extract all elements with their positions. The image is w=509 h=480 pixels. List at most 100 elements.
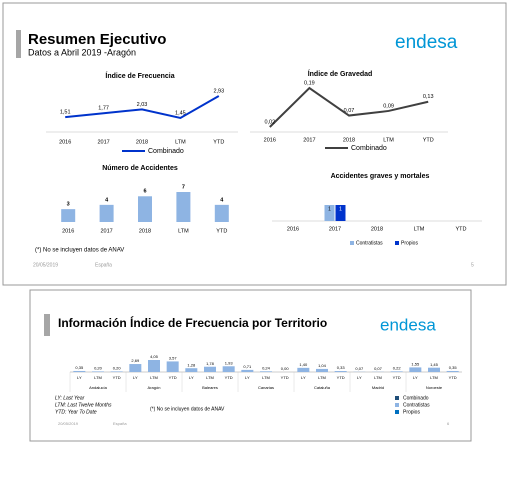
data-label: 1,93 — [225, 360, 234, 365]
bar — [334, 371, 347, 372]
x-tick-label: 2018 — [139, 228, 151, 234]
data-label: 3,57 — [169, 355, 178, 360]
data-label: 1,78 — [206, 361, 215, 366]
data-label: 1 — [328, 206, 331, 212]
bar — [222, 366, 235, 372]
bar — [110, 371, 123, 372]
legend-swatch — [395, 410, 399, 414]
legend-note: LY: Last Year — [55, 395, 85, 401]
bar — [214, 204, 229, 222]
x-tick-label: 2017 — [303, 137, 315, 143]
legend-label: Combinado — [351, 145, 387, 152]
x-tick-label: 2018 — [136, 139, 148, 145]
x-tick-label: LTM — [430, 375, 438, 380]
data-label: 0,07 — [374, 366, 383, 371]
note: (*) No se incluyen datos de ANAV — [150, 406, 225, 412]
group-label: Canarias — [258, 385, 274, 390]
data-label: 2,03 — [137, 102, 148, 108]
chart-title: Índice de Frecuencia — [105, 71, 174, 80]
footer-country: España — [95, 262, 112, 268]
x-tick-label: LTM — [150, 375, 158, 380]
bar — [185, 368, 198, 372]
bar — [73, 370, 86, 372]
legend-label: Contratistas — [403, 402, 430, 408]
slide-frame — [2, 2, 507, 286]
legend-note: LTM: Last Twelve Months — [55, 402, 112, 408]
legend-label: Propios — [401, 240, 418, 246]
legend-swatch — [395, 396, 399, 400]
x-tick-label: YTD — [225, 375, 233, 380]
x-tick-label: LTM — [262, 375, 270, 380]
data-label: 0,20 — [113, 365, 122, 370]
slide-frame — [29, 289, 472, 442]
bar — [390, 371, 403, 372]
logo: endesa — [380, 315, 436, 334]
data-label: 0,35 — [75, 365, 84, 370]
x-tick-label: LTM — [374, 375, 382, 380]
data-label: 4 — [220, 197, 224, 203]
x-tick-label: YTD — [449, 375, 457, 380]
data-label: 1,55 — [411, 361, 420, 366]
x-tick-label: 2017 — [100, 228, 112, 234]
x-tick-label: LTM — [94, 375, 102, 380]
x-tick-label: YTD — [393, 375, 401, 380]
data-label: 0,07 — [355, 366, 364, 371]
title-bar — [16, 30, 21, 58]
bar — [428, 367, 440, 372]
x-tick-label: LY — [77, 375, 82, 380]
legend-swatch — [395, 403, 399, 407]
x-tick-label: 2016 — [59, 139, 71, 145]
bar — [316, 368, 328, 372]
data-label: 0,33 — [337, 365, 346, 370]
data-label: 0,19 — [304, 80, 315, 86]
data-label: 2,93 — [213, 88, 224, 94]
bar — [324, 205, 335, 221]
title-bar — [44, 314, 50, 336]
page-number: 6 — [447, 421, 450, 426]
bar — [241, 369, 254, 372]
footer-date: 20/05/2019 — [33, 262, 58, 268]
data-label: 0,22 — [393, 365, 402, 370]
x-tick-label: 2017 — [97, 139, 109, 145]
data-label: 3 — [67, 202, 70, 208]
data-label: 1,28 — [187, 362, 196, 367]
data-label: 0,71 — [243, 364, 252, 369]
x-tick-label: YTD — [213, 139, 224, 145]
bar — [176, 192, 191, 222]
bar — [92, 371, 104, 372]
x-tick-label: LTM — [175, 139, 186, 145]
data-label: 1,77 — [98, 106, 109, 112]
bar — [148, 360, 160, 372]
legend-label: Propios — [403, 409, 420, 415]
chart-title: Accidentes graves y mortales — [331, 173, 430, 180]
legend-label: Combinado — [148, 148, 184, 155]
x-tick-label: 2017 — [329, 226, 341, 232]
data-label: 0,07 — [344, 108, 355, 114]
line — [269, 86, 429, 128]
data-label: 0,35 — [449, 365, 458, 370]
data-label: 6 — [143, 189, 146, 195]
bar — [129, 364, 142, 372]
x-tick-label: 2018 — [371, 226, 383, 232]
data-label: 1,40 — [299, 362, 308, 367]
chart-title: Índice de Gravedad — [308, 69, 373, 78]
note: (*) No se incluyen datos de ANAV — [35, 248, 124, 254]
data-label: 7 — [182, 184, 185, 190]
x-tick-label: LTM — [206, 375, 214, 380]
x-tick-label: YTD — [113, 375, 121, 380]
data-label: 0,24 — [262, 365, 271, 370]
footer-country: España — [113, 421, 127, 426]
bar — [61, 209, 76, 222]
data-label: 4 — [105, 197, 109, 203]
data-label: 0,02 — [264, 119, 275, 125]
data-label: 1 — [339, 206, 342, 212]
data-label: 0,20 — [94, 365, 103, 370]
line — [65, 95, 220, 120]
group-label: Aragón — [148, 385, 161, 390]
x-tick-label: LTM — [178, 228, 189, 234]
bar — [335, 205, 346, 221]
bar — [138, 196, 152, 222]
data-label: 4,05 — [150, 354, 159, 359]
group-label: Noroeste — [426, 385, 443, 390]
data-label: 1,45 — [430, 362, 439, 367]
